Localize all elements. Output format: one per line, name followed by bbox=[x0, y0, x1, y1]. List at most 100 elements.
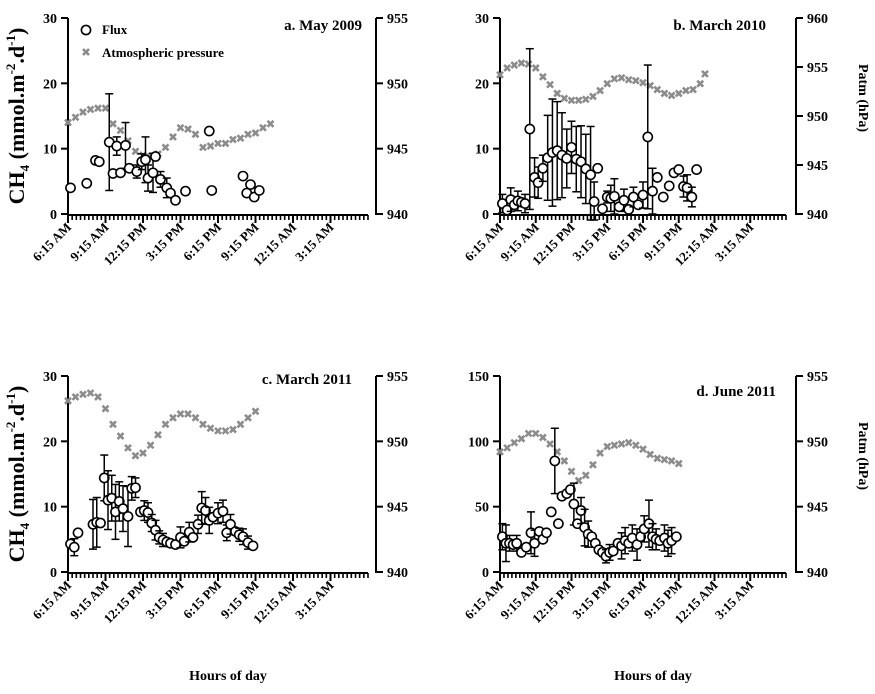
right-tick-label: 950 bbox=[807, 435, 828, 450]
flux-marker bbox=[519, 198, 531, 209]
pressure-point bbox=[531, 64, 540, 72]
flux-marker bbox=[524, 123, 536, 135]
flux-point bbox=[657, 191, 669, 203]
pressure-mark bbox=[674, 89, 683, 98]
flux-marker bbox=[501, 204, 513, 216]
pressure-mark bbox=[617, 440, 626, 448]
flux-point bbox=[165, 187, 176, 199]
pressure-mark bbox=[169, 413, 177, 422]
flux-marker bbox=[147, 167, 159, 179]
pressure-point bbox=[653, 85, 662, 94]
pressure-point bbox=[546, 440, 554, 448]
flux-point bbox=[670, 531, 682, 543]
flux-point bbox=[580, 133, 592, 205]
flux-point bbox=[247, 540, 259, 552]
left-tick-label: 0 bbox=[50, 566, 57, 581]
x-tick-label: 6:15 PM bbox=[605, 578, 649, 622]
flux-marker bbox=[150, 151, 161, 162]
pressure-point bbox=[184, 409, 192, 418]
pressure-mark bbox=[674, 459, 683, 468]
right-tick-label: 950 bbox=[387, 435, 408, 450]
flux-marker bbox=[155, 173, 166, 185]
flux-marker bbox=[686, 191, 698, 203]
pressure-point bbox=[109, 119, 117, 128]
pressure-mark bbox=[206, 142, 215, 150]
x-tick-label: 6:15 PM bbox=[605, 220, 649, 264]
pressure-point bbox=[639, 78, 647, 87]
pressure-point bbox=[617, 440, 626, 448]
pressure-mark bbox=[251, 129, 260, 137]
flux-marker bbox=[111, 140, 123, 152]
x-axis-label: Hours of day bbox=[189, 669, 267, 684]
pressure-mark bbox=[567, 96, 576, 105]
pressure-mark bbox=[567, 467, 576, 476]
flux-point bbox=[95, 517, 106, 529]
pressure-mark bbox=[131, 451, 140, 460]
pressure-point bbox=[660, 455, 669, 464]
flux-marker bbox=[597, 203, 608, 215]
pressure-point bbox=[624, 75, 633, 84]
pressure-mark bbox=[517, 59, 526, 67]
flux-marker bbox=[529, 537, 540, 549]
pressure-point bbox=[251, 407, 260, 416]
left-tick-label: 20 bbox=[475, 77, 489, 92]
flux-point bbox=[628, 186, 639, 208]
pressure-mark bbox=[94, 104, 102, 113]
flux-marker bbox=[253, 185, 265, 196]
pressure-point bbox=[689, 85, 697, 94]
flux-point bbox=[542, 114, 554, 202]
pressure-point bbox=[524, 60, 533, 68]
pressure-mark bbox=[64, 118, 72, 127]
flux-marker bbox=[98, 472, 110, 484]
pressure-mark bbox=[71, 392, 80, 401]
flux-marker bbox=[541, 527, 552, 539]
right-tick-label: 945 bbox=[807, 159, 828, 174]
x-tick-label: 3:15 AM bbox=[712, 578, 757, 623]
flux-marker bbox=[609, 190, 620, 202]
pressure-mark bbox=[266, 119, 275, 128]
pressure-mark bbox=[64, 396, 72, 405]
pressure-point bbox=[510, 438, 519, 447]
pressure-point bbox=[259, 123, 267, 132]
pressure-mark bbox=[191, 130, 200, 139]
pressure-mark bbox=[496, 70, 504, 79]
flux-marker bbox=[637, 189, 649, 201]
pressure-point bbox=[589, 460, 597, 469]
pressure-point bbox=[109, 420, 117, 429]
pressure-mark bbox=[221, 139, 230, 148]
pressure-point bbox=[531, 429, 540, 438]
pressure-mark bbox=[131, 147, 140, 156]
pressure-mark bbox=[101, 104, 110, 113]
left-tick-label: 100 bbox=[468, 435, 489, 450]
flux-marker bbox=[568, 498, 580, 510]
flux-point bbox=[68, 537, 80, 557]
pressure-mark bbox=[546, 440, 554, 448]
flux-point bbox=[564, 484, 576, 496]
pressure-mark bbox=[244, 130, 252, 139]
x-tick-label: 6:15 AM bbox=[30, 578, 75, 623]
x-tick-label: 3:15 PM bbox=[569, 578, 613, 622]
pressure-mark bbox=[538, 72, 547, 81]
pressure-mark bbox=[244, 413, 252, 422]
pressure-mark bbox=[184, 409, 192, 418]
pressure-point bbox=[266, 119, 275, 128]
flux-point bbox=[245, 179, 256, 190]
flux-point bbox=[561, 128, 573, 189]
flux-marker bbox=[203, 125, 215, 137]
pressure-mark bbox=[71, 113, 80, 122]
pressure-point bbox=[206, 424, 215, 433]
pressure-point bbox=[229, 135, 237, 144]
flux-point bbox=[115, 167, 126, 179]
right-tick-label: 945 bbox=[807, 501, 828, 516]
flux-marker bbox=[607, 545, 619, 557]
panel-title: d. June 2011 bbox=[696, 384, 776, 400]
pressure-point bbox=[184, 125, 192, 133]
right-tick-label: 955 bbox=[387, 370, 408, 385]
flux-point bbox=[597, 203, 608, 215]
flux-point bbox=[187, 531, 199, 543]
flux-point bbox=[618, 188, 630, 213]
pressure-point bbox=[64, 118, 72, 127]
pressure-point bbox=[236, 134, 245, 143]
flux-marker bbox=[673, 164, 685, 175]
